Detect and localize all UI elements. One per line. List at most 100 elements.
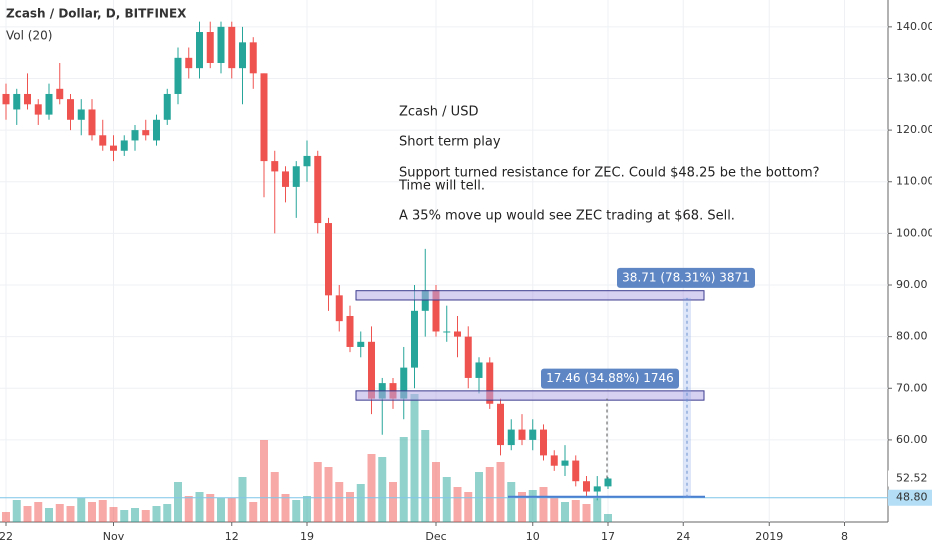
volume-bar <box>292 500 301 522</box>
y-tick-label: 80.00 <box>896 330 928 343</box>
measure-label-box <box>617 267 755 288</box>
volume-bar <box>582 504 591 522</box>
x-tick-label: 10 <box>526 530 540 543</box>
zone <box>355 390 705 401</box>
volume-bar <box>152 506 161 522</box>
candle-body <box>593 486 601 492</box>
candle-body <box>174 57 182 94</box>
candle-body <box>282 171 289 187</box>
candle-body <box>142 130 150 136</box>
candle-body <box>88 109 96 136</box>
volume-bar <box>356 484 365 522</box>
candle-body <box>497 403 504 446</box>
candle-body <box>292 166 300 187</box>
volume-bar <box>367 454 376 522</box>
annotation-line: Support turned resistance for ZEC. Could… <box>399 166 820 181</box>
candle-body <box>303 155 311 167</box>
volume-bar <box>389 482 397 522</box>
candle-body <box>400 367 408 399</box>
volume-bar <box>217 498 225 522</box>
candle-body <box>604 478 612 487</box>
candle-body <box>368 341 375 399</box>
volume <box>2 394 612 522</box>
candle-body <box>507 429 515 446</box>
candle-body <box>346 315 354 347</box>
candle-body <box>206 32 214 63</box>
candle-body <box>325 223 332 296</box>
measure-range <box>683 297 691 498</box>
volume-bar <box>45 508 53 522</box>
candle-body <box>228 26 236 69</box>
volume-bar <box>432 462 440 522</box>
candle-body <box>2 93 10 105</box>
volume-bar <box>270 472 279 522</box>
candle-body <box>411 310 418 368</box>
volume-bar <box>131 508 139 522</box>
volume-label: Vol (20) <box>6 29 52 43</box>
x-tick-label: 8 <box>841 530 848 543</box>
volume-bar <box>55 504 64 522</box>
candle-body <box>163 93 171 120</box>
candle-body <box>13 93 21 110</box>
measure-label-box <box>541 368 679 389</box>
volume-bar <box>528 490 537 522</box>
price-line-label: 48.80 <box>896 491 928 504</box>
candle-body <box>464 336 472 378</box>
volume-bar <box>539 487 548 522</box>
last-price-label: 52.52 <box>896 472 928 485</box>
candle-body <box>45 93 53 115</box>
x-tick-label: 12 <box>225 530 239 543</box>
volume-bar <box>507 482 516 522</box>
volume-bar <box>120 510 129 522</box>
chart-title: Zcash / Dollar, D, BITFINEX <box>6 7 187 21</box>
annotation-line: Zcash / USD <box>399 105 478 120</box>
candles <box>2 21 612 501</box>
volume-bar <box>604 514 612 522</box>
zone <box>355 290 705 301</box>
candle-body <box>249 42 257 74</box>
candle-body <box>34 104 42 115</box>
volume-bar <box>378 457 387 522</box>
candle-body <box>454 331 461 337</box>
volume-bar <box>593 496 602 522</box>
volume-bar <box>571 500 580 522</box>
y-tick-label: 130.00 <box>896 71 932 84</box>
volume-bar <box>66 506 75 522</box>
x-tick-label: 24 <box>676 530 690 543</box>
y-tick-label: 90.00 <box>896 278 928 291</box>
y-tick-label: 140.00 <box>896 20 932 33</box>
volume-bar <box>453 487 462 522</box>
candle-body <box>24 93 31 105</box>
volume-bar <box>109 507 118 522</box>
candle-body <box>217 26 225 63</box>
volume-bar <box>410 394 419 522</box>
volume-bar <box>399 437 408 522</box>
candle-body <box>131 130 139 141</box>
candle-body <box>110 145 117 151</box>
candle-body <box>56 88 64 100</box>
measure-label: 17.46 (34.88%) 1746 <box>546 371 674 385</box>
volume-bar <box>206 494 215 522</box>
candle-body <box>518 429 526 440</box>
volume-bar <box>163 504 172 522</box>
volume-bar <box>249 502 258 522</box>
x-tick-label: Nov <box>103 530 125 543</box>
candle-body <box>357 341 365 347</box>
x-tick-label: 2019 <box>755 530 783 543</box>
volume-bar <box>550 497 559 522</box>
y-tick-label: 70.00 <box>896 381 928 394</box>
x-tick-label: 17 <box>601 530 615 543</box>
drawings: 17.46 (34.88%) 1746 38.71 (78.31%) 3871 Zc… <box>0 105 888 499</box>
volume-bar <box>475 472 483 522</box>
volume-bar <box>34 502 43 522</box>
candle-body <box>314 155 322 224</box>
volume-bar <box>464 492 473 522</box>
candle-body <box>67 99 74 120</box>
y-tick-label: 110.00 <box>896 175 932 188</box>
volume-bar <box>260 440 268 522</box>
y-tick-label: 60.00 <box>896 433 928 446</box>
volume-bar <box>141 510 150 522</box>
annotation-line: Time will tell. <box>398 179 485 194</box>
